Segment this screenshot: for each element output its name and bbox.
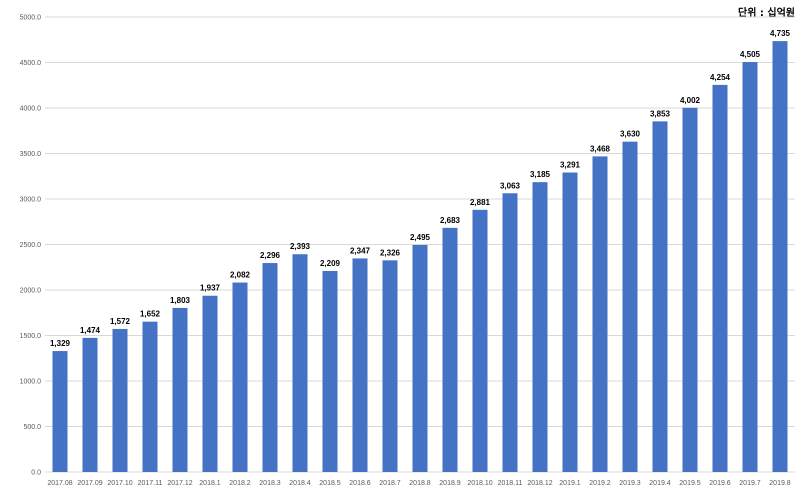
x-tick-label: 2018.9 (439, 480, 461, 487)
bar (382, 260, 398, 472)
data-label: 2,683 (440, 216, 461, 225)
x-tick-label: 2018.3 (259, 480, 281, 487)
bar (142, 321, 158, 472)
data-label: 1,474 (80, 326, 101, 335)
x-tick-label: 2018.11 (498, 480, 523, 487)
bar (472, 209, 488, 473)
x-tick-label: 2017.12 (167, 480, 192, 487)
data-label: 3,630 (620, 130, 641, 139)
data-label: 3,291 (560, 161, 581, 170)
gridlines (45, 16, 795, 473)
bar (442, 227, 458, 472)
x-tick-label: 2017.09 (77, 480, 102, 487)
x-tick-label: 2018.7 (379, 480, 401, 487)
data-label: 1,572 (110, 317, 131, 326)
data-label: 4,505 (740, 50, 761, 59)
x-tick-label: 2018.1 (199, 480, 221, 487)
bar (712, 84, 728, 473)
x-tick-label: 2017.11 (138, 480, 163, 487)
x-tick-label: 2017.08 (47, 480, 72, 487)
x-tick-label: 2018.12 (527, 480, 552, 487)
bar (622, 141, 638, 473)
data-label: 3,853 (650, 109, 671, 118)
bar (322, 270, 338, 472)
y-tick-label: 0.0 (31, 470, 41, 477)
data-label: 2,881 (470, 198, 491, 207)
bar (682, 107, 698, 473)
y-tick-label: 2500.0 (20, 242, 42, 249)
data-label: 1,803 (170, 296, 191, 305)
x-tick-label: 2019.3 (619, 480, 641, 487)
bar (592, 156, 608, 473)
data-label: 4,254 (710, 73, 731, 82)
bar (772, 41, 788, 473)
x-tick-label: 2019.6 (709, 480, 731, 487)
bar (562, 172, 578, 473)
bar (52, 351, 68, 472)
y-tick-label: 5000.0 (20, 15, 42, 22)
bar (352, 258, 368, 472)
data-label: 3,468 (590, 144, 611, 153)
data-label: 3,185 (530, 170, 551, 179)
bar (292, 254, 308, 472)
x-tick-label: 2018.8 (409, 480, 431, 487)
data-label: 4,735 (770, 29, 791, 38)
bar (172, 307, 188, 472)
bars (52, 41, 788, 473)
data-label: 2,082 (230, 271, 251, 280)
bar (112, 328, 128, 472)
bar (232, 282, 248, 472)
y-tick-label: 4500.0 (20, 60, 42, 67)
x-tick-label: 2018.5 (319, 480, 341, 487)
data-label: 4,002 (680, 96, 701, 105)
data-label: 2,326 (380, 248, 401, 257)
x-axis: 2017.08 2017.09 2017.10 2017.11 2017.12 2018.… (47, 480, 790, 487)
y-tick-label: 3500.0 (20, 151, 42, 158)
data-label: 1,652 (140, 310, 161, 319)
unit-label: 단위 : 십억원 (738, 8, 795, 19)
data-label: 1,937 (200, 284, 221, 293)
data-label: 2,347 (350, 246, 371, 255)
x-tick-label: 2019.2 (589, 480, 611, 487)
y-tick-label: 4000.0 (20, 106, 42, 113)
data-label: 2,393 (290, 242, 311, 251)
x-tick-label: 2019.7 (739, 480, 761, 487)
data-label: 2,495 (410, 233, 431, 242)
bar (742, 62, 758, 473)
x-tick-label: 2018.2 (229, 480, 251, 487)
x-tick-label: 2018.4 (289, 480, 311, 487)
y-tick-label: 3000.0 (20, 197, 42, 204)
y-tick-label: 1500.0 (20, 333, 42, 340)
x-tick-label: 2019.4 (649, 480, 671, 487)
x-tick-label: 2019.5 (679, 480, 701, 487)
bar (262, 263, 278, 472)
data-labels: 1,329 1,474 1,572 1,652 1,803 1,937 2,082 2,296… (50, 29, 791, 348)
y-tick-label: 500.0 (23, 424, 41, 431)
x-tick-label: 2018.10 (467, 480, 492, 487)
x-tick-label: 2018.6 (349, 480, 371, 487)
x-tick-label: 2019.1 (559, 480, 581, 487)
data-label: 2,209 (320, 259, 341, 268)
bar (412, 244, 428, 472)
bar (202, 295, 218, 472)
bar (502, 193, 518, 472)
y-tick-label: 1000.0 (20, 379, 42, 386)
x-tick-label: 2019.8 (769, 480, 791, 487)
data-label: 3,063 (500, 181, 521, 190)
bar (82, 337, 98, 472)
bar (652, 121, 668, 472)
data-label: 2,296 (260, 251, 281, 260)
x-tick-label: 2017.10 (107, 480, 132, 487)
data-label: 1,329 (50, 339, 71, 348)
bar (532, 182, 548, 473)
y-axis: 0.0 500.0 1000.0 1500.0 2000.0 2500.0 3000.0 35… (20, 15, 42, 477)
y-tick-label: 2000.0 (20, 288, 42, 295)
